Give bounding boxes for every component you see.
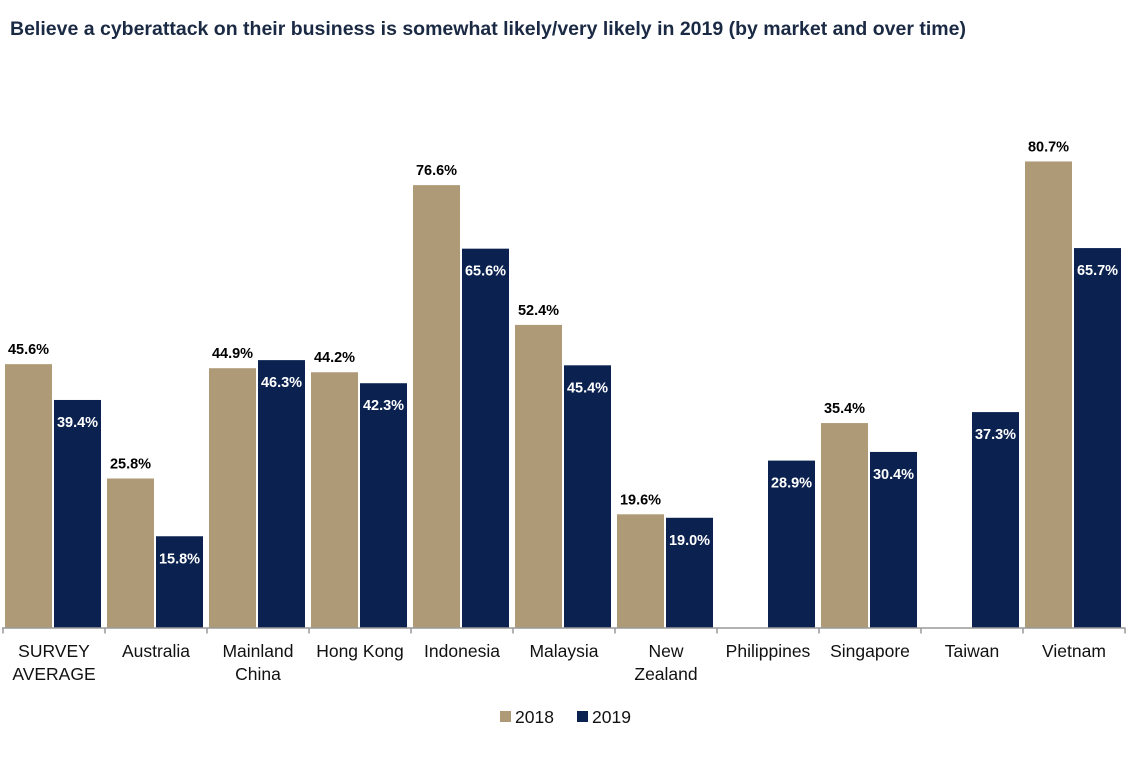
data-label-2019: 30.4%: [873, 467, 914, 483]
legend-label-2019: 2019: [592, 707, 631, 727]
legend-swatch-2018: [500, 711, 511, 722]
bar-2018: [515, 324, 562, 628]
bar-2018: [107, 478, 154, 628]
category-label: Philippines: [726, 641, 811, 661]
category-label: Australia: [122, 641, 190, 661]
data-label-2019: 65.6%: [465, 264, 506, 280]
bar-2019: [1074, 248, 1121, 628]
bar-2018: [617, 514, 664, 628]
category-label: Taiwan: [945, 641, 999, 661]
data-label-2018: 76.6%: [416, 163, 457, 179]
data-label-2019: 42.3%: [363, 398, 404, 414]
category-label: Malaysia: [529, 641, 598, 661]
bar-2019: [972, 412, 1019, 628]
data-label-2018: 19.6%: [620, 492, 661, 508]
data-label-2019: 39.4%: [57, 415, 98, 431]
data-label-2019: 46.3%: [261, 375, 302, 391]
category-label: AVERAGE: [12, 664, 95, 684]
data-label-2019: 15.8%: [159, 551, 200, 567]
data-label-2018: 44.2%: [314, 350, 355, 366]
category-label: Vietnam: [1042, 641, 1106, 661]
category-label: Singapore: [830, 641, 910, 661]
bar-2019: [54, 399, 101, 628]
data-label-2018: 80.7%: [1028, 139, 1069, 155]
data-label-2019: 28.9%: [771, 476, 812, 492]
data-label-2018: 44.9%: [212, 346, 253, 362]
bar-2019: [564, 365, 611, 628]
bar-2018: [1025, 161, 1072, 628]
data-label-2018: 35.4%: [824, 401, 865, 417]
legend-label-2018: 2018: [515, 707, 554, 727]
data-label-2019: 19.0%: [669, 533, 710, 549]
bar-2019: [360, 383, 407, 628]
category-label: Zealand: [634, 664, 697, 684]
bar-2019: [768, 460, 815, 628]
bar-2018: [209, 368, 256, 628]
chart-title: Believe a cyberattack on their business …: [10, 18, 966, 40]
data-label-2019: 65.7%: [1077, 263, 1118, 279]
data-label-2019: 45.4%: [567, 380, 608, 396]
category-label: SURVEY: [18, 641, 90, 661]
data-label-2018: 45.6%: [8, 342, 49, 358]
legend-swatch-2019: [577, 711, 588, 722]
bar-2019: [870, 451, 917, 628]
bar-2019: [462, 248, 509, 628]
bar-2018: [821, 423, 868, 628]
data-label-2018: 25.8%: [110, 457, 151, 473]
category-label: Hong Kong: [316, 641, 404, 661]
bar-2018: [5, 364, 52, 628]
bar-2019: [258, 360, 305, 628]
bar-2019: [666, 517, 713, 628]
category-label: Mainland: [222, 641, 293, 661]
bar-2019: [156, 536, 203, 628]
bar-2018: [413, 185, 460, 628]
data-label-2019: 37.3%: [975, 427, 1016, 443]
data-label-2018: 52.4%: [518, 303, 559, 319]
category-label: China: [235, 664, 281, 684]
bar-2018: [311, 372, 358, 628]
category-label: Indonesia: [424, 641, 500, 661]
category-label: New: [648, 641, 683, 661]
